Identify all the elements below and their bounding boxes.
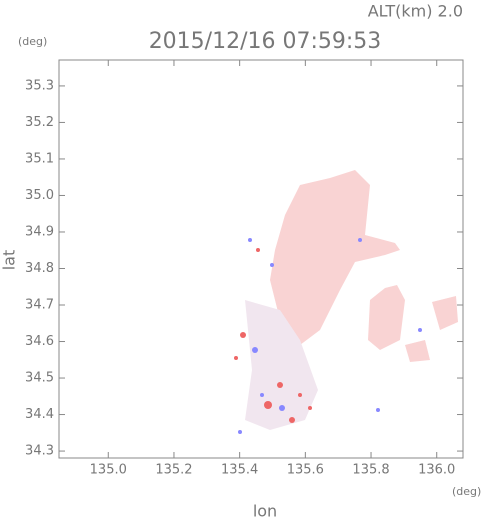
- y-unit: (deg): [18, 35, 47, 48]
- y-tick-label: 34.7: [25, 298, 54, 313]
- x-tick-label: 135.8: [352, 463, 389, 478]
- y-tick-label: 35.3: [25, 78, 54, 93]
- y-tick-label: 34.5: [25, 371, 54, 386]
- x-tick-label: 135.4: [221, 463, 258, 478]
- x-tick-label: 135.0: [90, 463, 127, 478]
- x-tick-label: 136.0: [418, 463, 455, 478]
- altitude-label: ALT(km) 2.0: [368, 2, 463, 21]
- y-tick-label: 35.2: [25, 115, 54, 130]
- echo-area: [432, 296, 458, 330]
- x-tick-label: 135.6: [287, 463, 324, 478]
- y-axis-label: lat: [0, 250, 19, 271]
- echo-cells: [238, 238, 422, 434]
- echo-area: [270, 170, 400, 360]
- x-tick-label: 135.2: [155, 463, 192, 478]
- y-tick-label: 34.8: [25, 261, 54, 276]
- echo-area: [368, 285, 405, 350]
- y-tick-label: 34.4: [25, 407, 54, 422]
- echo-cells: [234, 248, 312, 423]
- y-tick-label: 35.1: [25, 151, 54, 166]
- x-axis-label: lon: [253, 502, 277, 521]
- plot-frame: [58, 59, 464, 459]
- y-tick-label: 34.3: [25, 444, 54, 459]
- echo-area: [405, 340, 430, 362]
- y-tick-label: 35.0: [25, 188, 54, 203]
- radar-field: [234, 170, 458, 434]
- x-unit: (deg): [452, 485, 481, 498]
- y-tick-label: 34.6: [25, 334, 54, 349]
- y-tick-label: 34.9: [25, 224, 54, 239]
- chart-title: 2015/12/16 07:59:53: [149, 29, 382, 54]
- echo-area: [245, 300, 318, 430]
